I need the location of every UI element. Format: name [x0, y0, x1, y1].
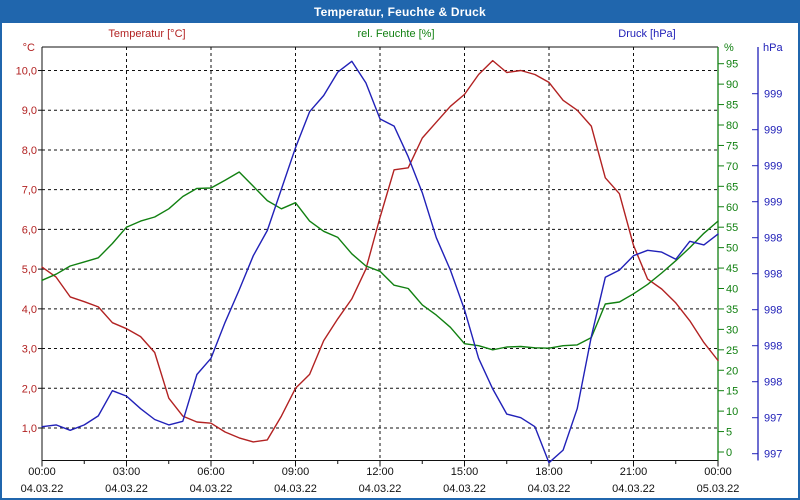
- svg-text:0: 0: [726, 447, 732, 459]
- svg-text:05.03.22: 05.03.22: [697, 483, 740, 495]
- svg-text:75: 75: [726, 140, 738, 152]
- svg-text:03:00: 03:00: [113, 466, 141, 478]
- svg-text:04.03.22: 04.03.22: [105, 483, 148, 495]
- svg-text:09:00: 09:00: [282, 466, 310, 478]
- legend-humidity-label: rel. Feuchte [%]: [357, 28, 435, 40]
- svg-text:85: 85: [726, 100, 738, 112]
- svg-text:8,0: 8,0: [22, 145, 37, 157]
- legend-pressure-label: Druck [hPa]: [618, 28, 676, 40]
- title-bar: Temperatur, Feuchte & Druck: [2, 2, 798, 23]
- svg-text:04.03.22: 04.03.22: [21, 483, 64, 495]
- svg-text:04.03.22: 04.03.22: [359, 483, 402, 495]
- svg-text:°C: °C: [23, 42, 35, 54]
- svg-text:999: 999: [764, 125, 782, 137]
- svg-text:04.03.22: 04.03.22: [528, 483, 571, 495]
- svg-text:04.03.22: 04.03.22: [612, 483, 655, 495]
- humidity-axis: 0 5 10 15 20 25 30 35 40 45 50 55 60 65 70 75 80 85 90 95%: [718, 42, 738, 459]
- svg-text:90: 90: [726, 79, 738, 91]
- svg-text:65: 65: [726, 181, 738, 193]
- svg-text:998: 998: [764, 341, 782, 353]
- gridlines: [42, 47, 718, 461]
- svg-text:15:00: 15:00: [451, 466, 479, 478]
- svg-text:10,0: 10,0: [16, 66, 37, 78]
- legend-temperature-label: Temperatur [°C]: [108, 28, 186, 40]
- svg-text:1,0: 1,0: [22, 423, 37, 435]
- svg-text:3,0: 3,0: [22, 344, 37, 356]
- svg-text:4,0: 4,0: [22, 304, 37, 316]
- svg-text:45: 45: [726, 263, 738, 275]
- svg-text:30: 30: [726, 324, 738, 336]
- svg-text:7,0: 7,0: [22, 185, 37, 197]
- series-humidity: [41, 171, 719, 351]
- svg-text:95: 95: [726, 59, 738, 71]
- svg-text:04.03.22: 04.03.22: [443, 483, 486, 495]
- svg-text:%: %: [724, 42, 734, 54]
- pressure-axis: 997 997 998 998 998 998 998 999 999 999 999 hPa: [752, 42, 783, 461]
- svg-text:999: 999: [764, 197, 782, 209]
- svg-text:997: 997: [764, 413, 782, 425]
- svg-text:998: 998: [764, 233, 782, 245]
- svg-text:6,0: 6,0: [22, 224, 37, 236]
- series-pressure: [41, 60, 719, 464]
- svg-text:25: 25: [726, 345, 738, 357]
- svg-text:00:00: 00:00: [704, 466, 732, 478]
- svg-text:00:00: 00:00: [28, 466, 56, 478]
- svg-text:999: 999: [764, 89, 782, 101]
- svg-text:10: 10: [726, 406, 738, 418]
- svg-text:5: 5: [726, 427, 732, 439]
- svg-text:06:00: 06:00: [197, 466, 225, 478]
- svg-text:04.03.22: 04.03.22: [190, 483, 233, 495]
- svg-text:20: 20: [726, 365, 738, 377]
- svg-text:2,0: 2,0: [22, 383, 37, 395]
- svg-text:50: 50: [726, 243, 738, 255]
- svg-text:70: 70: [726, 161, 738, 173]
- svg-text:hPa: hPa: [763, 42, 783, 54]
- svg-text:18:00: 18:00: [535, 466, 563, 478]
- svg-text:999: 999: [764, 161, 782, 173]
- svg-text:21:00: 21:00: [620, 466, 648, 478]
- svg-text:35: 35: [726, 304, 738, 316]
- svg-text:5,0: 5,0: [22, 264, 37, 276]
- series-temperature: [41, 59, 719, 443]
- svg-text:60: 60: [726, 202, 738, 214]
- x-axis: 00:00 04.03.22 03:00 04.03.22 06:00 04.03.22 0…: [21, 460, 740, 495]
- svg-text:40: 40: [726, 284, 738, 296]
- svg-text:80: 80: [726, 120, 738, 132]
- svg-text:12:00: 12:00: [366, 466, 394, 478]
- svg-text:998: 998: [764, 305, 782, 317]
- svg-text:998: 998: [764, 377, 782, 389]
- svg-text:998: 998: [764, 269, 782, 281]
- svg-text:55: 55: [726, 222, 738, 234]
- svg-text:997: 997: [764, 449, 782, 461]
- svg-text:15: 15: [726, 386, 738, 398]
- window-title: Temperatur, Feuchte & Druck: [314, 5, 486, 19]
- temperature-axis: 10,0 9,0 8,0 7,0 6,0 5,0 4,0 3,0 2,0 1,0 °C: [16, 42, 42, 435]
- svg-text:04.03.22: 04.03.22: [274, 483, 317, 495]
- svg-text:9,0: 9,0: [22, 105, 37, 117]
